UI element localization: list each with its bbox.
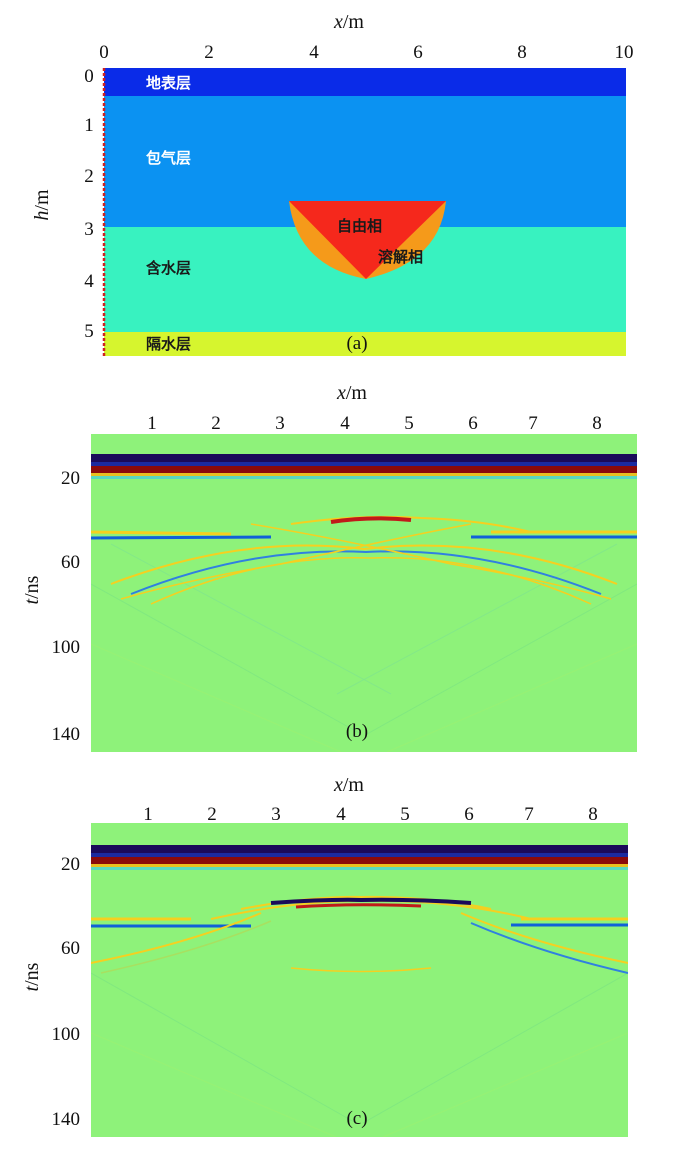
x-tick: 1 [143,804,153,825]
y-tick: 0 [84,66,94,87]
plume-hyperbolas [110,515,618,605]
x-tick: 10 [615,42,634,63]
panel-b-y-axis-label: t/ns [21,575,43,604]
panel-c: x/m 1 2 3 4 5 6 7 8 t/ns 20 60 100 140 [21,774,628,1137]
x-tick: 6 [468,413,478,434]
panel-b-caption: (b) [346,721,368,742]
aquitard-layer [104,332,626,356]
panel-a-y-axis-label: h/m [31,189,53,221]
direct-wave-yellow-band [91,473,637,476]
panel-b-x-axis-label: x/m [336,382,367,404]
panel-a: x/m 0 2 4 6 8 10 h/m 0 1 2 3 4 5 地表层 包气层… [31,11,634,356]
y-tick: 4 [84,271,94,292]
y-tick: 3 [84,219,94,240]
y-tick: 140 [52,724,81,745]
direct-wave-blue-band [91,462,637,466]
panel-a-x-axis-label: x/m [333,11,364,33]
y-tick: 1 [84,115,94,136]
surface-layer-label: 地表层 [146,74,191,92]
panel-b-y-ticks: 20 60 100 140 [52,468,81,745]
panel-c-x-axis-label: x/m [333,774,364,796]
x-tick: 3 [271,804,281,825]
direct-wave-dark-band [91,454,637,462]
direct-wave-cyan-band [91,476,637,479]
panel-b: x/m 1 2 3 4 5 6 7 8 t/ns 20 60 100 140 [21,382,637,752]
y-tick: 100 [52,637,81,658]
x-tick: 3 [275,413,285,434]
vadose-layer-label: 包气层 [146,149,191,167]
x-tick: 2 [207,804,217,825]
interface-reflections [91,530,637,540]
plume-reflection [91,895,628,974]
aquitard-layer-label: 隔水层 [146,335,191,353]
x-tick: 2 [204,42,214,63]
x-tick: 8 [588,804,598,825]
panel-c-x-ticks: 1 2 3 4 5 6 7 8 [143,804,598,825]
y-tick: 140 [52,1109,81,1130]
x-tick: 6 [464,804,474,825]
direct-wave-yellow-band [91,864,628,867]
faint-diffractions [91,972,628,1137]
free-phase-plume [289,201,446,279]
panel-a-x-ticks: 0 2 4 6 8 10 [99,42,633,63]
y-tick: 20 [61,854,80,875]
x-tick: 2 [211,413,221,434]
y-tick: 2 [84,166,94,187]
free-phase-label: 自由相 [337,217,382,235]
panel-b-x-ticks: 1 2 3 4 5 6 7 8 [147,413,602,434]
panel-c-y-axis-label: t/ns [21,962,43,991]
x-tick: 7 [524,804,534,825]
x-tick: 8 [592,413,602,434]
x-tick: 4 [336,804,346,825]
dissolved-phase-label: 溶解相 [378,248,423,266]
direct-wave-red-band [91,466,637,473]
x-tick: 4 [309,42,319,63]
direct-wave-red-band [91,857,628,864]
y-tick: 100 [52,1024,81,1045]
surface-layer [104,68,626,96]
direct-wave-dark-band [91,845,628,853]
radargram-background [91,823,628,1137]
y-tick: 20 [61,468,80,489]
aquifer-layer-label: 含水层 [146,259,191,277]
panel-a-y-ticks: 0 1 2 3 4 5 [84,66,94,342]
panel-a-caption: (a) [346,333,367,354]
x-tick: 1 [147,413,157,434]
x-tick: 7 [528,413,538,434]
y-tick: 5 [84,321,94,342]
radargram-background [91,434,637,752]
panel-c-y-ticks: 20 60 100 140 [52,854,81,1130]
direct-wave-cyan-band [91,867,628,870]
y-tick: 60 [61,938,80,959]
y-tick: 60 [61,552,80,573]
panel-c-radargram [91,823,628,1137]
panel-c-caption: (c) [346,1108,367,1129]
direct-wave-blue-band [91,853,628,857]
x-tick: 8 [517,42,527,63]
panel-b-radargram [91,434,637,752]
interface-reflections [91,917,628,928]
x-tick: 4 [340,413,350,434]
x-tick: 0 [99,42,109,63]
x-tick: 5 [400,804,410,825]
x-tick: 6 [413,42,423,63]
x-tick: 5 [404,413,414,434]
